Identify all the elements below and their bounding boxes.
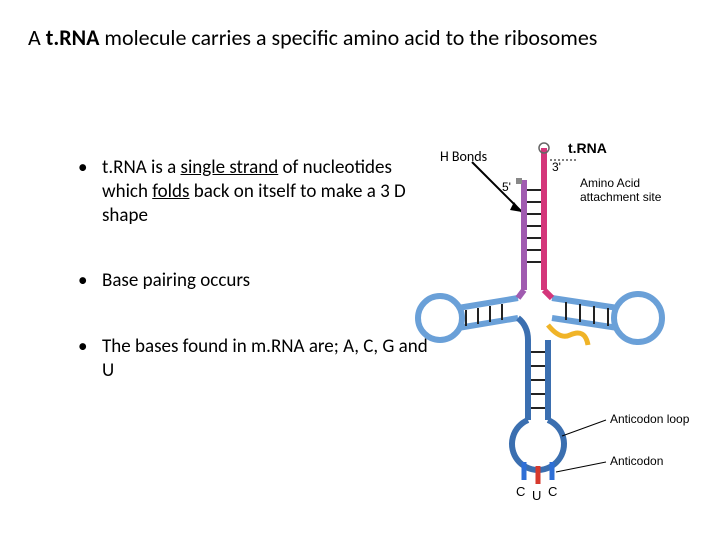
title-bold: t.RNA: [46, 24, 100, 51]
title-pre: A: [28, 24, 46, 51]
label-anticodon: Anticodon: [610, 454, 663, 468]
codon-c1: C: [516, 484, 525, 499]
label-anticodon-loop: Anticodon loop: [610, 412, 689, 426]
trna-diagram: t.RNA 3' 5' Amino Acid attachment site A…: [410, 140, 700, 510]
bullet-3: The bases found in m.RNA are; A, C, G an…: [78, 335, 438, 383]
label-amino-l1: Amino Acid: [580, 176, 640, 190]
label-5prime: 5': [502, 180, 511, 194]
label-3prime: 3': [552, 160, 561, 174]
label-trna: t.RNA: [568, 140, 607, 156]
label-amino-l2: attachment site: [580, 190, 661, 204]
bullet-list: t.RNA is a single strand of nucleotides …: [38, 156, 438, 425]
title-post: molecule carries a specific amino acid t…: [99, 24, 597, 51]
bullet-2: Base pairing occurs: [78, 269, 438, 293]
b1-pre: t.RNA is a: [102, 156, 181, 179]
b1-u1: single strand: [181, 156, 279, 179]
bullet-1: t.RNA is a single strand of nucleotides …: [78, 156, 438, 227]
slide-title: A t.RNA molecule carries a specific amin…: [28, 24, 688, 51]
codon-u: U: [532, 488, 541, 503]
b1-u2: folds: [152, 180, 189, 203]
codon-c2: C: [548, 484, 557, 499]
